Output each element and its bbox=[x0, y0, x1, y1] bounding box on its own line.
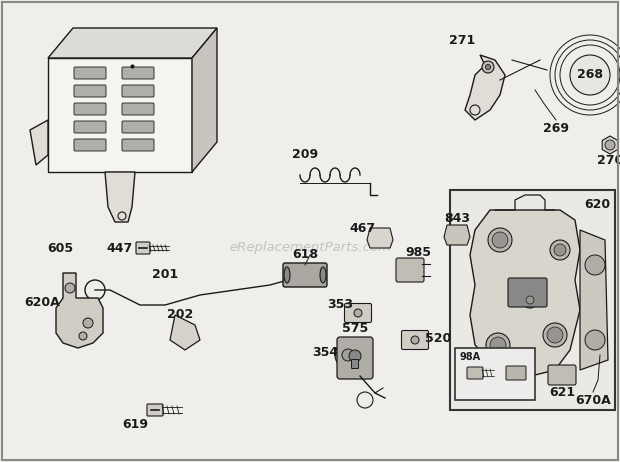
Text: 620: 620 bbox=[584, 198, 610, 211]
Text: 467: 467 bbox=[349, 221, 375, 235]
Text: 605: 605 bbox=[47, 242, 73, 255]
FancyBboxPatch shape bbox=[74, 67, 106, 79]
FancyBboxPatch shape bbox=[283, 263, 327, 287]
Polygon shape bbox=[444, 225, 470, 245]
FancyBboxPatch shape bbox=[548, 365, 576, 385]
FancyBboxPatch shape bbox=[74, 121, 106, 133]
Polygon shape bbox=[48, 58, 192, 172]
Text: 447: 447 bbox=[107, 242, 133, 255]
FancyBboxPatch shape bbox=[74, 85, 106, 97]
Polygon shape bbox=[56, 273, 103, 348]
FancyBboxPatch shape bbox=[396, 258, 424, 282]
Text: 270: 270 bbox=[597, 153, 620, 166]
FancyBboxPatch shape bbox=[122, 139, 154, 151]
FancyBboxPatch shape bbox=[506, 366, 526, 380]
Text: 271: 271 bbox=[449, 34, 475, 47]
Circle shape bbox=[485, 65, 490, 69]
FancyBboxPatch shape bbox=[74, 139, 106, 151]
Text: 98A: 98A bbox=[459, 352, 480, 362]
Bar bbox=[455, 348, 535, 400]
Bar bbox=[450, 190, 615, 410]
Circle shape bbox=[411, 336, 419, 344]
Ellipse shape bbox=[320, 267, 326, 283]
Text: eReplacementParts.com: eReplacementParts.com bbox=[229, 242, 391, 255]
Polygon shape bbox=[105, 172, 135, 222]
Text: 620A: 620A bbox=[24, 296, 60, 309]
Circle shape bbox=[83, 318, 93, 328]
Polygon shape bbox=[465, 55, 505, 120]
Circle shape bbox=[526, 296, 534, 304]
Circle shape bbox=[488, 228, 512, 252]
Circle shape bbox=[490, 337, 506, 353]
Text: 985: 985 bbox=[405, 247, 431, 260]
Text: 843: 843 bbox=[444, 212, 470, 225]
Circle shape bbox=[522, 292, 538, 308]
FancyBboxPatch shape bbox=[122, 121, 154, 133]
Text: 575: 575 bbox=[342, 322, 368, 334]
FancyBboxPatch shape bbox=[352, 359, 358, 369]
Polygon shape bbox=[367, 228, 393, 248]
FancyBboxPatch shape bbox=[508, 278, 547, 307]
Text: 188A: 188A bbox=[507, 221, 543, 235]
Circle shape bbox=[486, 333, 510, 357]
Circle shape bbox=[585, 330, 605, 350]
FancyBboxPatch shape bbox=[345, 304, 371, 322]
Text: 354: 354 bbox=[312, 346, 338, 359]
Polygon shape bbox=[48, 28, 217, 58]
Circle shape bbox=[118, 212, 126, 220]
Circle shape bbox=[550, 240, 570, 260]
Circle shape bbox=[342, 349, 354, 361]
Polygon shape bbox=[602, 136, 618, 154]
Polygon shape bbox=[30, 120, 48, 165]
Text: 618: 618 bbox=[292, 249, 318, 261]
FancyBboxPatch shape bbox=[467, 367, 483, 379]
Text: 353: 353 bbox=[327, 298, 353, 311]
FancyBboxPatch shape bbox=[337, 337, 373, 379]
FancyBboxPatch shape bbox=[122, 85, 154, 97]
Circle shape bbox=[470, 105, 480, 115]
Circle shape bbox=[585, 255, 605, 275]
Circle shape bbox=[354, 309, 362, 317]
FancyBboxPatch shape bbox=[122, 103, 154, 115]
Ellipse shape bbox=[284, 267, 290, 283]
Circle shape bbox=[554, 244, 566, 256]
FancyBboxPatch shape bbox=[402, 330, 428, 349]
Circle shape bbox=[482, 61, 494, 73]
Text: 268: 268 bbox=[577, 68, 603, 81]
Circle shape bbox=[543, 323, 567, 347]
FancyBboxPatch shape bbox=[147, 404, 163, 416]
Circle shape bbox=[547, 327, 563, 343]
Circle shape bbox=[605, 140, 615, 150]
Circle shape bbox=[492, 232, 508, 248]
Text: 621: 621 bbox=[549, 387, 575, 400]
Text: 619: 619 bbox=[122, 419, 148, 432]
Polygon shape bbox=[580, 230, 608, 370]
Circle shape bbox=[570, 55, 610, 95]
Polygon shape bbox=[470, 210, 580, 375]
Text: 209: 209 bbox=[292, 148, 318, 162]
Polygon shape bbox=[192, 28, 217, 172]
FancyBboxPatch shape bbox=[74, 103, 106, 115]
Circle shape bbox=[335, 342, 361, 368]
Text: 202: 202 bbox=[167, 309, 193, 322]
Text: 269: 269 bbox=[543, 122, 569, 134]
Text: 670A: 670A bbox=[575, 394, 611, 407]
Polygon shape bbox=[170, 315, 200, 350]
Circle shape bbox=[79, 332, 87, 340]
FancyBboxPatch shape bbox=[502, 233, 518, 247]
FancyBboxPatch shape bbox=[122, 67, 154, 79]
Text: 201: 201 bbox=[152, 268, 178, 281]
Circle shape bbox=[65, 283, 75, 293]
Circle shape bbox=[349, 350, 361, 362]
FancyBboxPatch shape bbox=[136, 242, 150, 254]
Text: 520: 520 bbox=[425, 332, 451, 345]
